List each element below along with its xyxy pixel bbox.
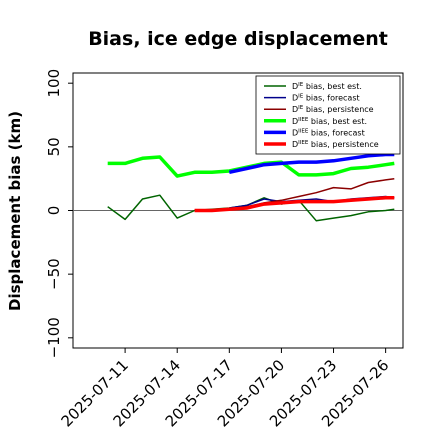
y-tick-label: 50 bbox=[45, 137, 63, 156]
series-line-6 bbox=[194, 196, 395, 213]
legend-box bbox=[255, 75, 401, 155]
series-line-5 bbox=[228, 152, 395, 175]
legend-label: DIE bias, persistence bbox=[292, 105, 374, 114]
y-tick-label: 100 bbox=[45, 69, 63, 98]
legend-label: DIE bias, forecast bbox=[292, 94, 360, 103]
legend: DIE bias, best est. DIE bias, forecast DIE… bbox=[255, 75, 401, 155]
legend-label: DIIEE bias, forecast bbox=[292, 128, 365, 137]
y-tick-label: −100 bbox=[45, 317, 63, 358]
legend-label: DIIEE bias, persistence bbox=[292, 140, 379, 149]
chart-title: Bias, ice edge displacement bbox=[88, 28, 388, 50]
y-axis-label: Displacement bias (km) bbox=[6, 111, 24, 311]
legend-label: DIE bias, best est. bbox=[292, 82, 362, 91]
y-tick-label: −50 bbox=[45, 258, 63, 290]
legend-label: DIIEE bias, best est. bbox=[292, 117, 367, 126]
y-tick-label: 0 bbox=[45, 206, 63, 216]
